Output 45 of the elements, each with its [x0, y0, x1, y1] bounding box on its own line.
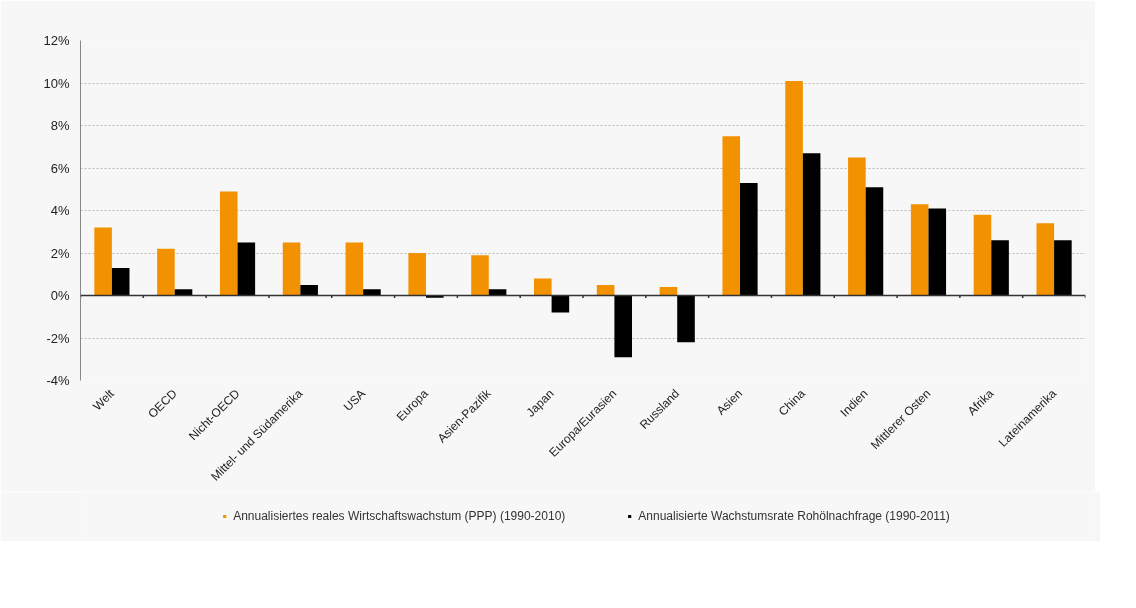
bar: [614, 295, 632, 358]
x-tick-label: Welt: [90, 386, 118, 414]
bar: [677, 295, 695, 343]
y-tick-label: 10%: [43, 75, 70, 91]
legend-label: Annualisierte Wachstumsrate Rohölnachfrage (1990-2011): [638, 509, 950, 523]
y-tick-label: 2%: [50, 245, 70, 261]
bar: [973, 214, 992, 296]
bar: [488, 289, 507, 296]
y-tick-label: -2%: [46, 330, 70, 346]
bar: [408, 253, 426, 296]
bar: [219, 191, 238, 296]
bar: [596, 284, 615, 296]
bar: [345, 242, 364, 296]
bar: [1054, 240, 1072, 296]
bar: [802, 153, 821, 296]
bar: [659, 287, 678, 296]
legend-label: Annualisiertes reales Wirtschaftswachstum (PPP) (1990-2010): [233, 509, 566, 523]
bar: [471, 255, 489, 296]
y-tick-label: 4%: [50, 203, 70, 218]
bar: [740, 182, 758, 296]
bar: [991, 240, 1009, 296]
bar: [157, 248, 175, 296]
bar: [865, 187, 884, 296]
bar: [1036, 223, 1055, 296]
bar: [363, 289, 381, 296]
y-tick-label: 6%: [50, 160, 70, 176]
bar: [237, 242, 256, 296]
y-tick-label: 8%: [50, 118, 70, 133]
bar: [300, 284, 318, 296]
bar: [425, 295, 444, 298]
y-tick-label: -4%: [46, 373, 70, 388]
x-tick-label: USA: [340, 386, 369, 414]
bar: [282, 242, 301, 296]
bar: [174, 289, 193, 296]
bar: [722, 136, 741, 296]
bar: [848, 157, 866, 296]
bar: [534, 278, 552, 296]
bar: [928, 208, 947, 296]
bar: [94, 227, 112, 296]
bar: [910, 204, 929, 296]
bar: [111, 267, 130, 296]
bar: [785, 80, 803, 296]
y-tick-label: 0%: [50, 288, 70, 303]
bar: [551, 295, 570, 313]
y-tick-label: 12%: [43, 33, 70, 48]
